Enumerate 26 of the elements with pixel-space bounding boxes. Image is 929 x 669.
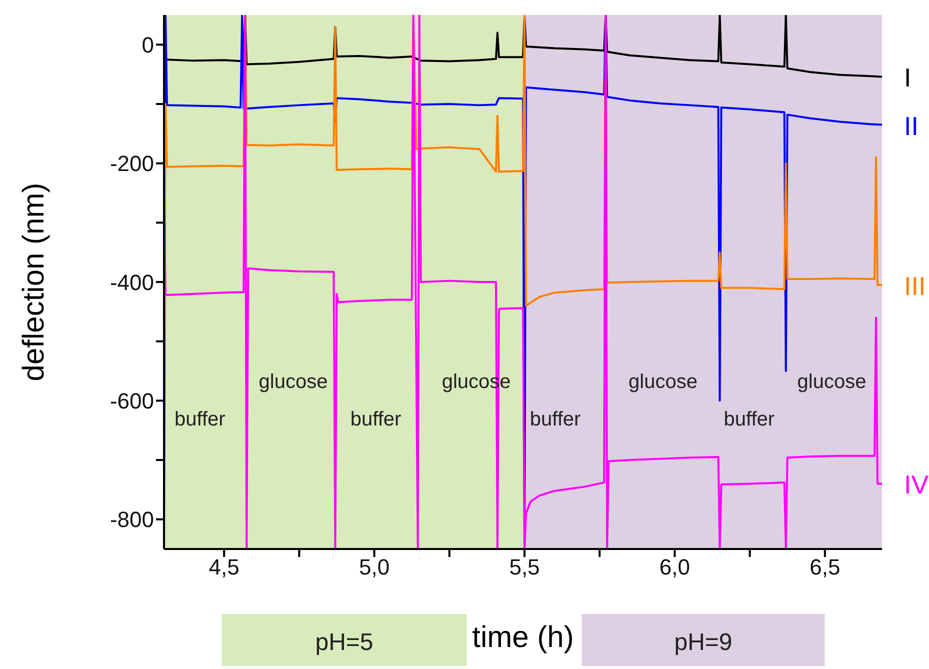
annotation: buffer: [174, 408, 226, 430]
series-label: I: [904, 62, 912, 93]
text: pH=5: [315, 629, 374, 656]
series-label: II: [904, 110, 918, 141]
annotation: buffer: [530, 408, 582, 430]
x-tick-label: 4,5: [208, 554, 240, 580]
y-tick-label: 0: [142, 32, 154, 58]
line-series: [164, 15, 882, 78]
x-tick-label: 6,0: [659, 554, 690, 580]
annotation: glucose: [258, 370, 328, 393]
x-tick-label: 5,5: [509, 554, 540, 580]
y-tick-label: -200: [110, 151, 154, 176]
annotation: buffer: [350, 408, 402, 430]
y-tick-label: -400: [110, 270, 154, 295]
y-tick-label: -600: [110, 388, 154, 414]
series-label: IV: [904, 470, 929, 500]
series-label: III: [904, 270, 926, 301]
annotation: buffer: [724, 408, 775, 430]
x-tick-label: 5,0: [358, 554, 390, 580]
x-tick-label: 6,5: [810, 554, 840, 580]
text: pH=9: [674, 629, 732, 656]
x-axis-title: time (h): [472, 621, 574, 654]
y-axis-title: deflection (nm): [18, 182, 50, 382]
annotation: glucose: [628, 370, 698, 393]
annotation: glucose: [797, 370, 866, 393]
y-tick-label: -800: [110, 507, 154, 532]
